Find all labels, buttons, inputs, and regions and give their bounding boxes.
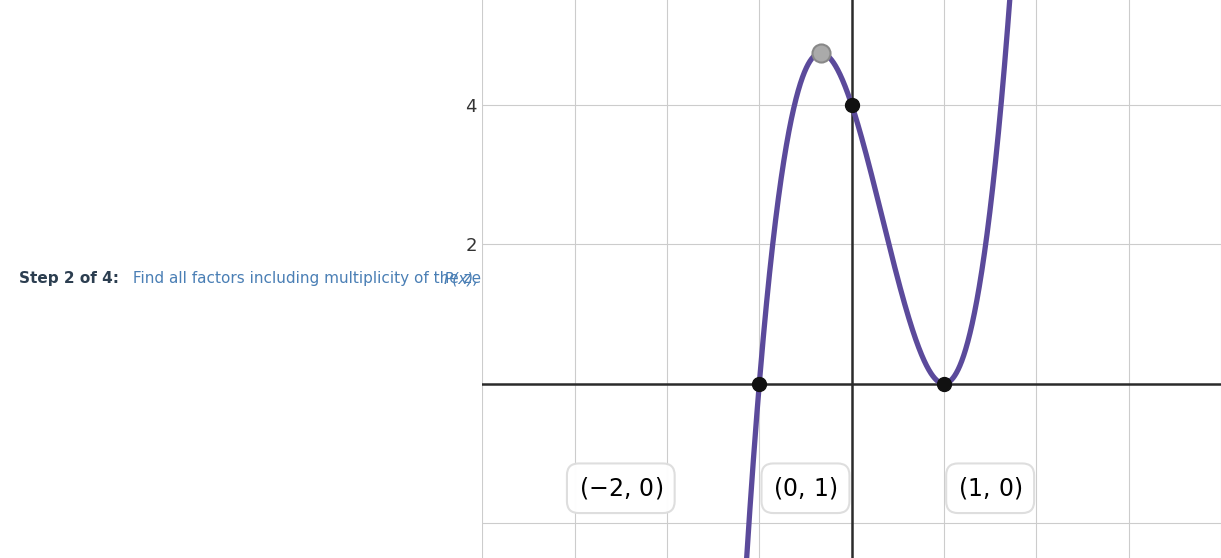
Text: Find all factors including multiplicity of the zeros of: Find all factors including multiplicity … — [128, 272, 529, 286]
Text: $(-2,\,0)$: $(-2,\,0)$ — [579, 475, 663, 501]
Text: $(1,\,0)$: $(1,\,0)$ — [958, 475, 1022, 501]
Text: P(x),: P(x), — [443, 272, 479, 286]
Text: Step 2 of 4:: Step 2 of 4: — [20, 272, 120, 286]
Text: $(0,\,1)$: $(0,\,1)$ — [773, 475, 838, 501]
